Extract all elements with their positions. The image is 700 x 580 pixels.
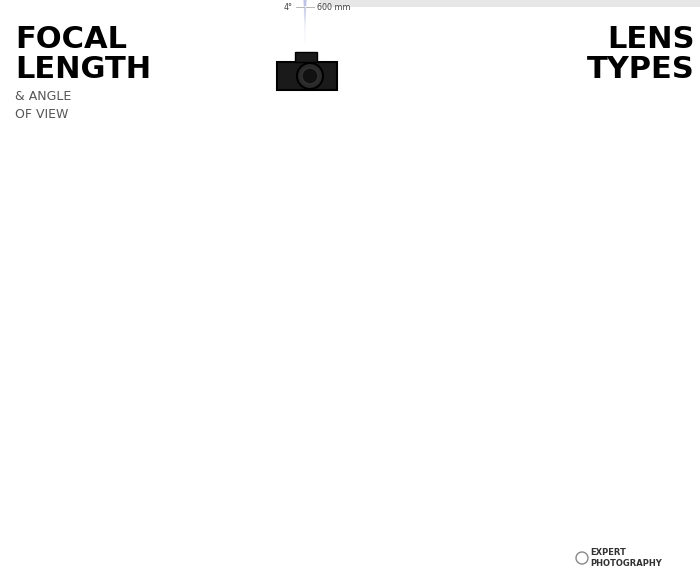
Wedge shape — [302, 0, 307, 7]
Text: 600 mm: 600 mm — [317, 2, 351, 12]
Text: 4°: 4° — [284, 2, 293, 12]
Bar — [277, 62, 337, 90]
Circle shape — [302, 68, 318, 84]
Text: & ANGLE
OF VIEW: & ANGLE OF VIEW — [15, 90, 71, 121]
Text: FOCAL: FOCAL — [15, 25, 127, 54]
Text: LENGTH: LENGTH — [15, 55, 151, 84]
Bar — [295, 52, 317, 62]
Wedge shape — [0, 0, 700, 45]
Circle shape — [297, 63, 323, 89]
Text: EXPERT
PHOTOGRAPHY: EXPERT PHOTOGRAPHY — [590, 548, 662, 568]
Bar — [320, 0, 700, 7]
Wedge shape — [304, 7, 307, 45]
Text: TYPES: TYPES — [587, 55, 695, 84]
Text: LENS: LENS — [608, 25, 695, 54]
